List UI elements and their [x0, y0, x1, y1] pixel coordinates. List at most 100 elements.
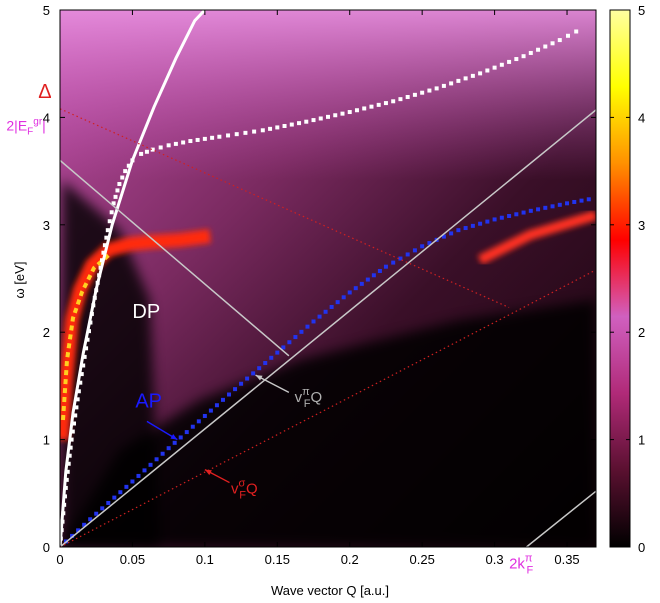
series-white-dotted-point [158, 145, 163, 150]
series-blue-dotted-point [293, 335, 298, 340]
series-blue-dotted-point [557, 202, 562, 207]
series-white-dotted-point [123, 169, 128, 174]
colorbar-tick-label: 0 [638, 540, 645, 555]
series-blue-dotted-point [323, 309, 328, 314]
series-blue-dotted-point [550, 204, 555, 209]
series-white-dotted-point [75, 397, 80, 402]
series-white-dotted-point [69, 437, 74, 442]
series-white-dotted-point [66, 461, 71, 466]
series-white-dotted-point [463, 76, 468, 81]
series-blue-dotted-point [507, 213, 512, 218]
series-white-dotted-point [79, 372, 84, 377]
series-blue-dotted [60, 197, 591, 547]
series-white-dotted-point [76, 389, 81, 394]
series-white-dotted-point [456, 78, 461, 83]
series-white-dotted-point [65, 469, 70, 474]
heatmap-ap-glow [477, 210, 596, 265]
series-white-dotted-point [311, 118, 316, 123]
series-gray-2kf [525, 490, 596, 547]
heatmap-upper-glow [60, 10, 596, 180]
series-white-dotted-point [89, 311, 94, 316]
series-blue-dotted-point [287, 340, 292, 345]
series-white-dotted-point [98, 265, 103, 270]
x-axis: 0 0.05 0.1 0.15 0.2 0.25 0.3 0.35 [56, 10, 580, 567]
series-blue-dotted-point [579, 198, 584, 203]
series-blue-dotted-point [371, 273, 376, 278]
series-blue-dotted-point [347, 290, 352, 295]
series-white-dotted-point [297, 121, 302, 126]
series-white-dotted-point [412, 92, 417, 97]
series-blue-dotted-point [485, 219, 490, 224]
series-white-dotted-point [188, 139, 193, 144]
series-white-dotted-point [226, 133, 231, 138]
series-white-dotted-point [91, 303, 96, 308]
series-blue-dotted-point [353, 286, 358, 291]
series-blue-dotted-point [449, 231, 454, 236]
series-white-dotted-point [333, 113, 338, 118]
series-blue-dotted-point [124, 484, 129, 489]
series-blue-dotted-point [239, 381, 244, 386]
series-blue-dotted-point [214, 403, 219, 408]
series-white-dotted-point [102, 243, 107, 248]
series-white-dotted-point [60, 519, 65, 524]
x-tick-label: 0.2 [341, 552, 359, 567]
series-white-dotted-point [64, 477, 69, 482]
colorbar-tick-label: 4 [638, 110, 645, 125]
y-tick-label: 1 [43, 433, 50, 448]
series-white-dotted-point [507, 59, 512, 64]
series-white-dotted-point [485, 68, 490, 73]
series-blue-dotted-point [572, 199, 577, 204]
series-white-dotted-point [268, 126, 273, 131]
series-blue-dotted-point [514, 212, 519, 217]
series-blue-dotted-point [412, 248, 417, 253]
series-blue-dotted-point [365, 277, 370, 282]
series-white-dotted-point [104, 235, 109, 240]
series-blue-dotted-point [208, 408, 213, 413]
series-blue-dotted-point [521, 210, 526, 215]
series-blue-dotted-point [275, 350, 280, 355]
series-white-dotted-point [492, 65, 497, 70]
series-white-dotted-point [92, 295, 97, 300]
series-blue-dotted-point [220, 397, 225, 402]
series-white-dotted-point [62, 502, 67, 507]
series-blue-dotted-point [76, 528, 81, 533]
series-blue-dotted-point [499, 215, 504, 220]
vsigma-arrow [204, 469, 230, 484]
series-white-dotted-point [181, 140, 186, 145]
series-white-dotted-point [478, 71, 483, 76]
series-white-dotted-point [398, 97, 403, 102]
series-white-dotted-point [565, 33, 570, 38]
series-white-dotted-point [86, 329, 91, 334]
series-blue-dotted-point [311, 319, 316, 324]
series-blue-dotted-point [478, 221, 483, 226]
series-blue-dotted-point [492, 217, 497, 222]
series-white-dotted-point [101, 250, 106, 255]
series-white-dotted-point [289, 122, 294, 127]
series-white-dotted-point [210, 135, 215, 140]
series-white-dotted-point [173, 141, 178, 146]
series-white-dotted-point [195, 137, 200, 142]
series-blue-dotted-point [202, 413, 207, 418]
series-blue-dotted-point [405, 252, 410, 257]
series-blue-dotted-point [106, 500, 111, 505]
series-white-dotted-point [340, 111, 345, 116]
series-blue-dotted-point [184, 430, 189, 435]
series-white-dotted-point [528, 50, 533, 55]
series-blue-dotted-point [269, 355, 274, 360]
series-white-dotted [60, 29, 579, 547]
series-white-dotted-point [243, 130, 248, 135]
series-white-dotted-point [84, 346, 89, 351]
series-white-dotted-point [139, 151, 144, 156]
series-white-dotted-point [376, 102, 381, 107]
series-blue-dotted-point [377, 268, 382, 273]
series-blue-dotted-point [190, 424, 195, 429]
series-white-dotted-point [60, 528, 64, 533]
series-blue-dotted-point [281, 345, 286, 350]
heatmap-plasmon-glow [60, 229, 211, 441]
series-white-dotted-point [217, 134, 222, 139]
series-blue-dotted-point [196, 419, 201, 424]
series-white-dotted-point [113, 194, 118, 199]
annotation-delta: Δ [38, 81, 51, 103]
series-white-dotted-point [449, 81, 454, 86]
annotation-vsigma: vσ FQ [231, 477, 258, 501]
